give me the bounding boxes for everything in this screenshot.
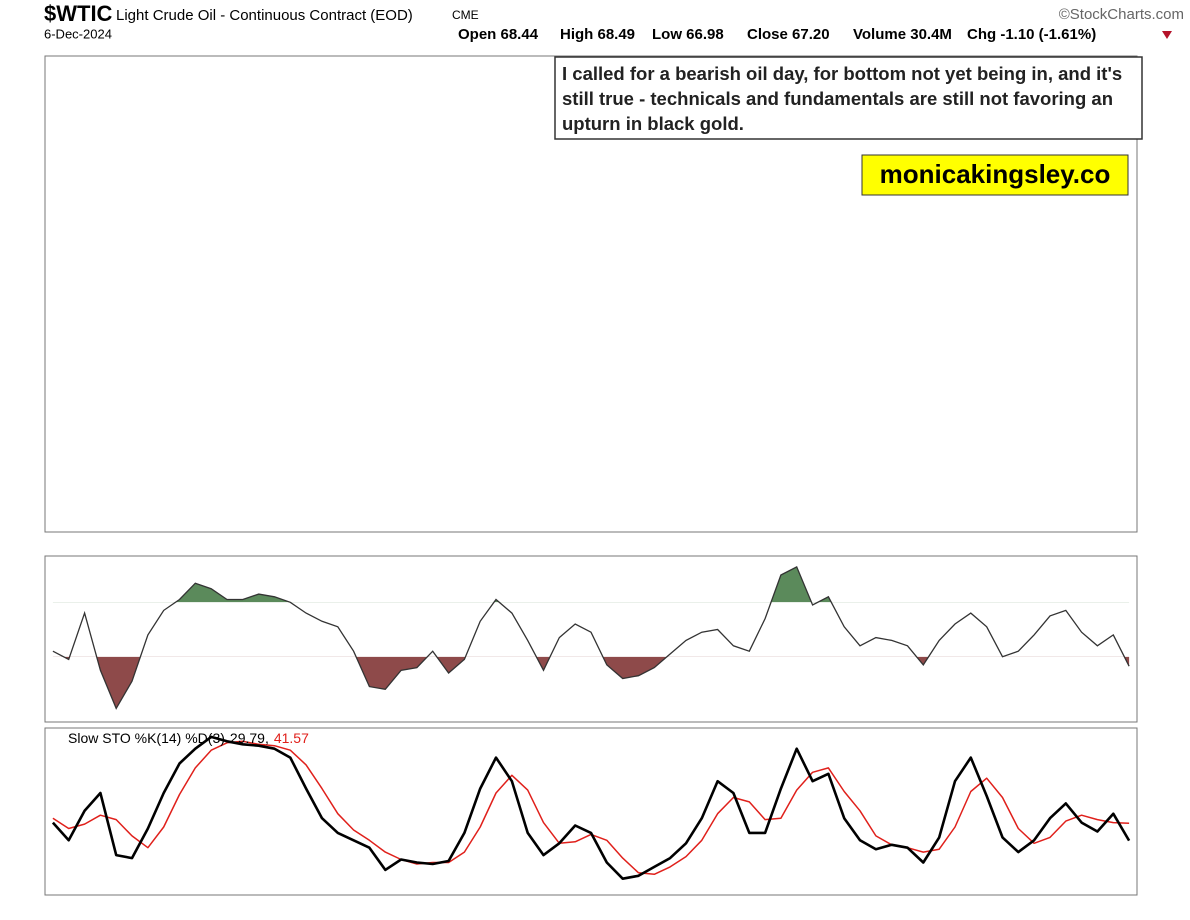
sto-panel-border: [44, 727, 1138, 896]
watermark: monicakingsley.co: [880, 159, 1111, 189]
legend-part: 29.79,: [230, 730, 269, 746]
down-arrow: [1162, 31, 1172, 39]
cci-panel-border: [44, 555, 1138, 723]
cci-line: [52, 566, 1130, 710]
cci-panel-bg: [45, 556, 1137, 722]
main-panel-border: [44, 55, 1138, 533]
source: ©StockCharts.com: [1059, 6, 1184, 23]
watermark-box: [861, 154, 1129, 196]
symbol: $WTIC: [44, 1, 113, 26]
percent-k-line: [51, 735, 1131, 880]
instrument-name: Light Crude Oil - Continuous Contract (E…: [116, 7, 413, 24]
quote-low: Low 66.98: [652, 26, 724, 43]
sto-panel-bg: [45, 728, 1137, 895]
legend-label: Slow STO %K(14) %D(3) 29.79, 41.57: [68, 730, 309, 746]
quote-open: Open 68.44: [458, 26, 539, 43]
quote-close: Close 67.20: [747, 26, 830, 43]
callout: I called for a bearish oil day, for bott…: [562, 63, 1123, 134]
legend-part: Slow STO %K(14) %D(3): [68, 730, 225, 746]
exchange: CME: [452, 8, 479, 22]
sto-plot: [51, 735, 1131, 880]
quote-high: High 68.49: [560, 26, 635, 43]
callout-box: [554, 56, 1143, 140]
legend-part: 41.57: [274, 730, 309, 746]
quote-change: Chg -1.10 (-1.61%): [967, 26, 1096, 43]
callout-text: I called for a bearish oil day, for bott…: [562, 63, 1123, 134]
quote-volume: Volume 30.4M: [853, 26, 952, 43]
date: 6-Dec-2024: [44, 26, 112, 41]
cci-plot: [52, 566, 1130, 710]
labels: Slow STO %K(14) %D(3) 29.79, 41.57: [68, 730, 309, 746]
